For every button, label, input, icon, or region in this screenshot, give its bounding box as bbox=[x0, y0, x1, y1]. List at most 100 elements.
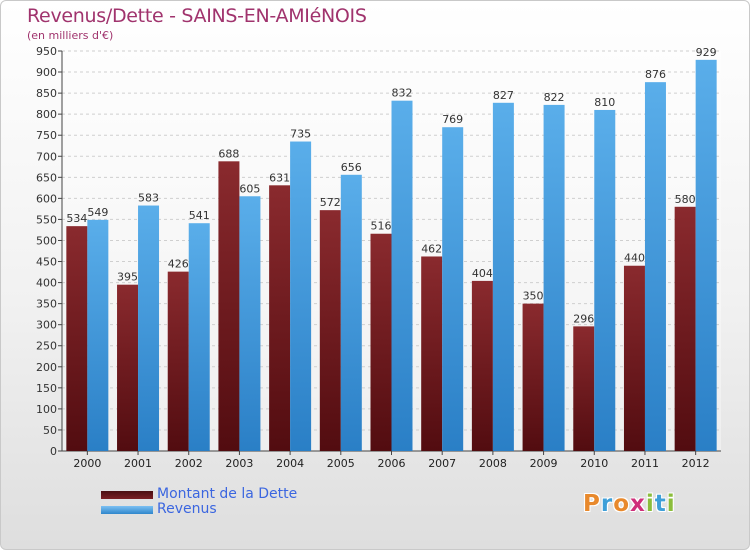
x-tick-label: 2002 bbox=[175, 457, 203, 470]
bar-dette bbox=[471, 280, 493, 451]
bar-dette bbox=[623, 265, 645, 451]
bar-dette bbox=[522, 303, 544, 451]
bar-revenus bbox=[442, 127, 464, 452]
legend-swatch-revenus bbox=[101, 505, 153, 514]
x-tick-label: 2006 bbox=[378, 457, 406, 470]
data-label-revenus: 769 bbox=[442, 113, 463, 126]
bar-revenus bbox=[644, 82, 666, 451]
bar-dette bbox=[370, 233, 392, 451]
legend-label-revenus: Revenus bbox=[157, 501, 217, 517]
y-tick-label: 100 bbox=[36, 403, 57, 416]
bar-revenus bbox=[695, 59, 717, 452]
x-tick-label: 2008 bbox=[479, 457, 507, 470]
y-tick-label: 550 bbox=[36, 213, 57, 226]
logo-letter: t bbox=[654, 491, 667, 517]
bar-revenus bbox=[138, 205, 160, 451]
data-label-dette: 350 bbox=[523, 290, 544, 303]
y-tick-label: 250 bbox=[36, 340, 57, 353]
bar-revenus bbox=[340, 174, 362, 451]
data-label-dette: 426 bbox=[168, 258, 189, 271]
x-tick-label: 2007 bbox=[428, 457, 456, 470]
y-tick-label: 750 bbox=[36, 129, 57, 142]
bar-revenus bbox=[594, 109, 616, 452]
data-label-dette: 688 bbox=[218, 147, 239, 160]
bar-dette bbox=[319, 210, 341, 451]
y-tick-label: 0 bbox=[50, 445, 57, 458]
bar-dette bbox=[167, 271, 189, 451]
x-tick-label: 2005 bbox=[327, 457, 355, 470]
y-tick-label: 600 bbox=[36, 192, 57, 205]
data-label-dette: 631 bbox=[269, 171, 290, 184]
y-tick-label: 500 bbox=[36, 234, 57, 247]
data-label-dette: 462 bbox=[421, 242, 442, 255]
logo-letter: P bbox=[583, 491, 601, 517]
logo-letter: r bbox=[600, 491, 614, 517]
y-tick-label: 50 bbox=[43, 424, 57, 437]
data-label-dette: 572 bbox=[320, 196, 341, 209]
y-tick-label: 300 bbox=[36, 319, 57, 332]
data-label-revenus: 549 bbox=[87, 206, 108, 219]
data-label-revenus: 583 bbox=[138, 192, 159, 205]
bar-revenus bbox=[391, 100, 413, 452]
legend: Montant de la Dette Revenus bbox=[101, 487, 297, 517]
data-label-revenus: 876 bbox=[645, 68, 666, 81]
data-label-revenus: 541 bbox=[189, 209, 210, 222]
data-label-dette: 296 bbox=[573, 312, 594, 325]
y-tick-label: 800 bbox=[36, 108, 57, 121]
y-tick-label: 350 bbox=[36, 298, 57, 311]
y-tick-label: 650 bbox=[36, 171, 57, 184]
y-tick-label: 700 bbox=[36, 150, 57, 163]
y-tick-label: 950 bbox=[36, 45, 57, 58]
data-label-revenus: 810 bbox=[594, 96, 615, 109]
legend-swatch-dette bbox=[101, 490, 153, 499]
bar-revenus bbox=[87, 219, 109, 451]
chart-title: Revenus/Dette - SAINS-EN-AMIéNOIS bbox=[27, 5, 367, 27]
legend-item-revenus: Revenus bbox=[101, 502, 297, 517]
data-label-revenus: 822 bbox=[544, 91, 565, 104]
data-label-dette: 534 bbox=[66, 212, 87, 225]
data-label-revenus: 656 bbox=[341, 161, 362, 174]
y-tick-label: 200 bbox=[36, 361, 57, 374]
proxiti-logo: Proxiti bbox=[583, 491, 676, 517]
x-tick-label: 2001 bbox=[124, 457, 152, 470]
bar-dette bbox=[269, 185, 291, 451]
data-label-revenus: 735 bbox=[290, 128, 311, 141]
bar-dette bbox=[117, 284, 139, 451]
data-label-dette: 440 bbox=[624, 252, 645, 265]
x-tick-label: 2011 bbox=[631, 457, 659, 470]
bar-dette bbox=[573, 326, 595, 451]
data-label-revenus: 929 bbox=[696, 46, 717, 59]
logo-letter: i bbox=[645, 491, 655, 517]
legend-label-dette: Montant de la Dette bbox=[157, 486, 298, 502]
chart-subtitle: (en milliers d'€) bbox=[27, 29, 114, 42]
bar-dette bbox=[674, 206, 696, 451]
x-tick-label: 2012 bbox=[682, 457, 710, 470]
y-tick-label: 900 bbox=[36, 66, 57, 79]
y-tick-label: 450 bbox=[36, 256, 57, 269]
x-tick-label: 2009 bbox=[530, 457, 558, 470]
logo-letter: o bbox=[613, 491, 631, 517]
x-tick-label: 2003 bbox=[225, 457, 253, 470]
bar-dette bbox=[218, 161, 240, 451]
x-tick-label: 2010 bbox=[580, 457, 608, 470]
data-label-dette: 395 bbox=[117, 271, 138, 284]
logo-letter: i bbox=[666, 491, 676, 517]
data-label-dette: 516 bbox=[371, 220, 392, 233]
bar-revenus bbox=[239, 196, 261, 451]
data-label-revenus: 832 bbox=[392, 87, 413, 100]
bar-dette bbox=[66, 226, 88, 451]
data-label-revenus: 605 bbox=[239, 182, 260, 195]
x-tick-label: 2000 bbox=[73, 457, 101, 470]
data-label-dette: 404 bbox=[472, 267, 493, 280]
bar-revenus bbox=[290, 141, 312, 452]
bar-revenus bbox=[543, 104, 565, 451]
bar-revenus bbox=[492, 102, 514, 451]
legend-item-dette: Montant de la Dette bbox=[101, 487, 297, 502]
y-tick-label: 850 bbox=[36, 87, 57, 100]
data-label-dette: 580 bbox=[675, 193, 696, 206]
y-tick-label: 400 bbox=[36, 277, 57, 290]
logo-letter: x bbox=[630, 491, 646, 517]
data-label-revenus: 827 bbox=[493, 89, 514, 102]
